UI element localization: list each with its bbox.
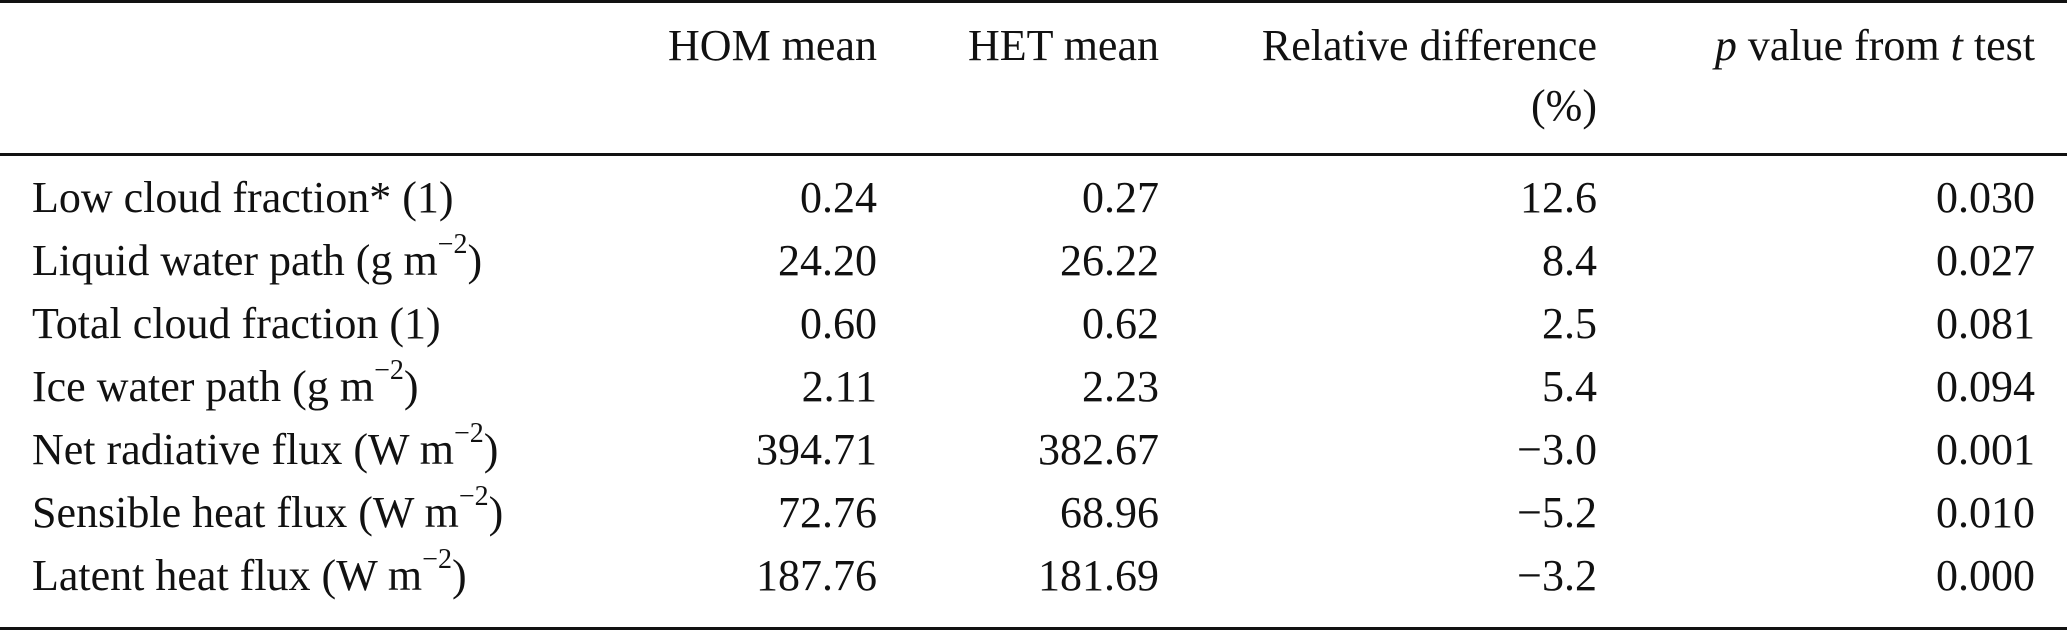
row-label: Net radiative flux (W m−2) <box>32 418 499 474</box>
het-mean-value: 382.67 <box>1038 425 1159 474</box>
header-relative-difference: Relative difference <box>1261 21 1597 70</box>
relative-difference-value: −3.2 <box>1517 551 1597 600</box>
hom-mean-value: 0.24 <box>800 173 877 222</box>
header-t-symbol: t <box>1950 21 1963 70</box>
relative-difference-value: −3.0 <box>1517 425 1597 474</box>
p-value: 0.001 <box>1936 425 2035 474</box>
hom-mean-value: 72.76 <box>778 488 877 537</box>
het-mean-value: 0.27 <box>1082 173 1159 222</box>
p-value: 0.081 <box>1936 299 2035 348</box>
header-het-mean: HET mean <box>967 21 1159 70</box>
hom-mean-value: 0.60 <box>800 299 877 348</box>
p-value: 0.010 <box>1936 488 2035 537</box>
relative-difference-value: 2.5 <box>1542 299 1597 348</box>
row-label: Sensible heat flux (W m−2) <box>32 481 504 537</box>
table-bottom-rule <box>0 627 2067 630</box>
relative-difference-value: 8.4 <box>1542 236 1597 285</box>
relative-difference-value: −5.2 <box>1517 488 1597 537</box>
het-mean-value: 2.23 <box>1082 362 1159 411</box>
hom-mean-value: 24.20 <box>778 236 877 285</box>
row-label: Low cloud fraction* (1) <box>32 173 454 222</box>
row-label: Liquid water path (g m−2) <box>32 229 483 285</box>
row-label: Total cloud fraction (1) <box>32 299 441 348</box>
header-p-symbol: p <box>1714 21 1737 70</box>
p-value: 0.094 <box>1936 362 2035 411</box>
p-value: 0.027 <box>1936 236 2035 285</box>
p-value: 0.000 <box>1936 551 2035 600</box>
p-value: 0.030 <box>1936 173 2035 222</box>
relative-difference-value: 5.4 <box>1542 362 1597 411</box>
het-mean-value: 68.96 <box>1060 488 1159 537</box>
relative-difference-value: 12.6 <box>1520 173 1597 222</box>
header-p-value: p value from t test <box>1715 18 2035 74</box>
header-relative-difference-unit: (%) <box>1531 81 1597 130</box>
row-label: Latent heat flux (W m−2) <box>32 544 467 600</box>
het-mean-value: 0.62 <box>1082 299 1159 348</box>
table-top-rule <box>0 0 2067 3</box>
hom-mean-value: 187.76 <box>756 551 877 600</box>
hom-mean-value: 394.71 <box>756 425 877 474</box>
header-hom-mean: HOM mean <box>668 21 877 70</box>
het-mean-value: 181.69 <box>1038 551 1159 600</box>
table-header-rule <box>0 153 2067 156</box>
header-p-text-end: test <box>1962 21 2035 70</box>
header-p-text: value from <box>1736 21 1951 70</box>
het-mean-value: 26.22 <box>1060 236 1159 285</box>
hom-mean-value: 2.11 <box>801 362 877 411</box>
row-label: Ice water path (g m−2) <box>32 355 419 411</box>
